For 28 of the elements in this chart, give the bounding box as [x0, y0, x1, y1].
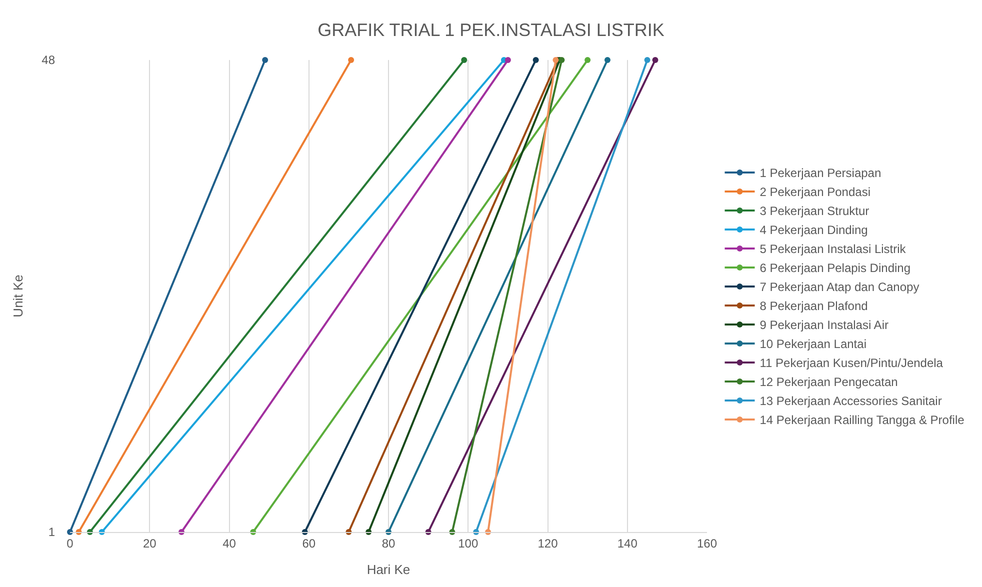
chart-title: GRAFIK TRIAL 1 PEK.INSTALASI LISTRIK [318, 20, 664, 40]
legend-label: 13 Pekerjaan Accessories Sanitair [760, 394, 942, 408]
x-tick-label: 160 [696, 536, 718, 550]
y-tick-label: 1 [48, 525, 56, 540]
legend-label: 9 Pekerjaan Instalasi Air [760, 318, 888, 332]
legend-label: 5 Pekerjaan Instalasi Listrik [760, 242, 907, 256]
x-tick-label: 0 [66, 536, 74, 550]
x-tick-label: 100 [458, 536, 478, 550]
x-tick-label: 20 [142, 536, 157, 550]
x-tick-label: 80 [382, 536, 396, 550]
x-tick-label: 40 [222, 536, 236, 550]
legend-label: 6 Pekerjaan Pelapis Dinding [760, 261, 911, 276]
legend-label: 3 Pekerjaan Struktur [760, 204, 870, 218]
y-tick-label: 48 [42, 53, 56, 68]
legend-label: 11 Pekerjaan Kusen/Pintu/Jendela [760, 356, 944, 370]
x-axis-title: Hari Ke [366, 562, 410, 577]
legend-label: 12 Pekerjaan Pengecatan [760, 375, 898, 390]
legend-label: 1 Pekerjaan Persiapan [760, 166, 882, 180]
x-tick-label: 120 [538, 536, 558, 550]
x-tick-label: 140 [617, 536, 638, 550]
legend-label: 4 Pekerjaan Dinding [760, 223, 868, 238]
legend-label: 7 Pekerjaan Atap dan Canopy [760, 280, 920, 294]
y-axis-title: Unit Ke [10, 274, 26, 318]
legend-label: 2 Pekerjaan Pondasi [760, 185, 870, 200]
legend-label: 14 Pekerjaan Railling Tangga & Profile [760, 413, 965, 428]
legend-label: 10 Pekerjaan Lantai [760, 337, 866, 352]
x-tick-label: 60 [302, 536, 316, 550]
legend-label: 8 Pekerjaan Plafond [760, 299, 868, 314]
